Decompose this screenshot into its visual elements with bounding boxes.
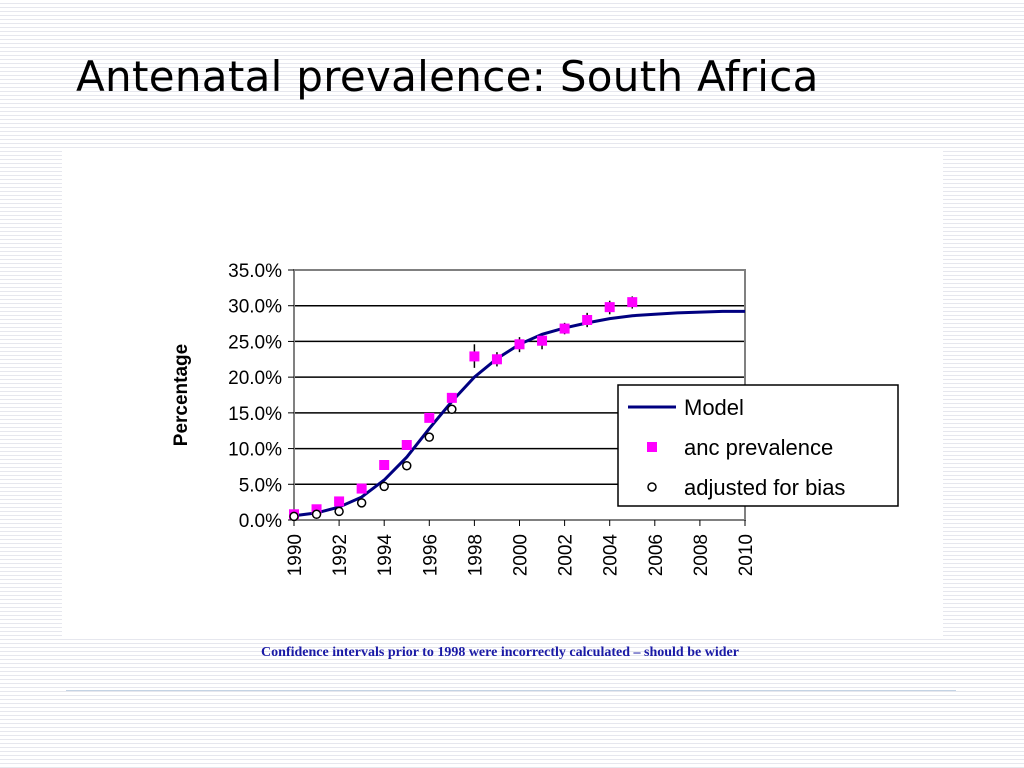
adjusted-point	[379, 481, 389, 492]
adjusted-point	[334, 506, 344, 517]
anc-point	[604, 302, 615, 313]
y-axis-ticks: 0.0% 5.0% 10.0% 15.0% 20.0% 25.0% 30.0% 35.0%	[228, 261, 294, 532]
anc-point	[446, 392, 457, 403]
anc-point	[356, 483, 367, 494]
adjusted-point	[311, 509, 322, 520]
y-tick-label: 0.0%	[239, 511, 282, 532]
x-tick-label: 1992	[330, 534, 351, 576]
anc-point	[627, 297, 638, 308]
anc-point	[379, 460, 390, 470]
anc-point	[401, 440, 412, 450]
x-tick-label: 1994	[375, 534, 396, 577]
adjusted-point	[424, 432, 435, 442]
legend-box	[617, 384, 899, 507]
anc-point	[424, 412, 435, 423]
anc-point	[514, 339, 525, 350]
adjusted-point	[356, 498, 367, 508]
x-tick-label: 2008	[691, 534, 712, 576]
y-tick-label: 25.0%	[228, 332, 282, 353]
legend: Model anc prevalence adjusted for bias	[617, 384, 899, 507]
anc-point	[537, 335, 548, 346]
x-tick-label: 2010	[736, 534, 757, 576]
x-axis-ticks: 1990 1992 1994 1996 1998 2000 2002 2004 2006 2008…	[285, 520, 757, 576]
anc-prevalence-series	[289, 297, 638, 520]
adjusted-for-bias-series	[289, 404, 457, 522]
adjusted-point	[289, 511, 299, 522]
y-tick-label: 30.0%	[228, 297, 282, 318]
legend-label-adjusted-for-bias: adjusted for bias	[684, 475, 845, 500]
x-tick-label: 1996	[420, 534, 441, 576]
legend-label-anc-prevalence: anc prevalence	[684, 435, 833, 460]
anc-point	[311, 504, 322, 515]
y-tick-label: 5.0%	[239, 475, 282, 496]
anc-point	[469, 351, 480, 362]
adjusted-point	[447, 404, 457, 415]
x-tick-label: 2006	[646, 534, 667, 576]
y-tick-label: 35.0%	[228, 261, 282, 282]
anc-point	[491, 354, 502, 365]
anc-point	[582, 315, 593, 325]
y-axis-label: Percentage	[171, 344, 192, 446]
legend-anc-square-icon	[647, 442, 657, 452]
y-tick-label: 15.0%	[228, 404, 282, 425]
legend-adjusted-circle-icon	[647, 482, 657, 492]
y-tick-label: 10.0%	[228, 440, 282, 461]
footer-divider	[66, 690, 956, 691]
x-tick-label: 2000	[511, 534, 532, 576]
x-tick-label: 2004	[601, 534, 622, 577]
y-tick-label: 20.0%	[228, 368, 282, 389]
x-tick-label: 1990	[285, 534, 306, 576]
x-tick-label: 2002	[556, 534, 577, 576]
slide-title: Antenatal prevalence: South Africa	[76, 52, 819, 101]
adjusted-point	[402, 460, 412, 471]
x-tick-label: 1998	[465, 534, 486, 576]
footnote: Confidence intervals prior to 1998 were …	[261, 645, 739, 660]
chart: 0.0% 5.0% 10.0% 15.0% 20.0% 25.0% 30.0% 35.0% 1…	[171, 261, 899, 576]
legend-label-model: Model	[684, 395, 744, 420]
chart-panel: 0.0% 5.0% 10.0% 15.0% 20.0% 25.0% 30.0% 35.0% 1…	[62, 148, 943, 636]
anc-point	[334, 496, 345, 507]
anc-point	[559, 323, 570, 334]
